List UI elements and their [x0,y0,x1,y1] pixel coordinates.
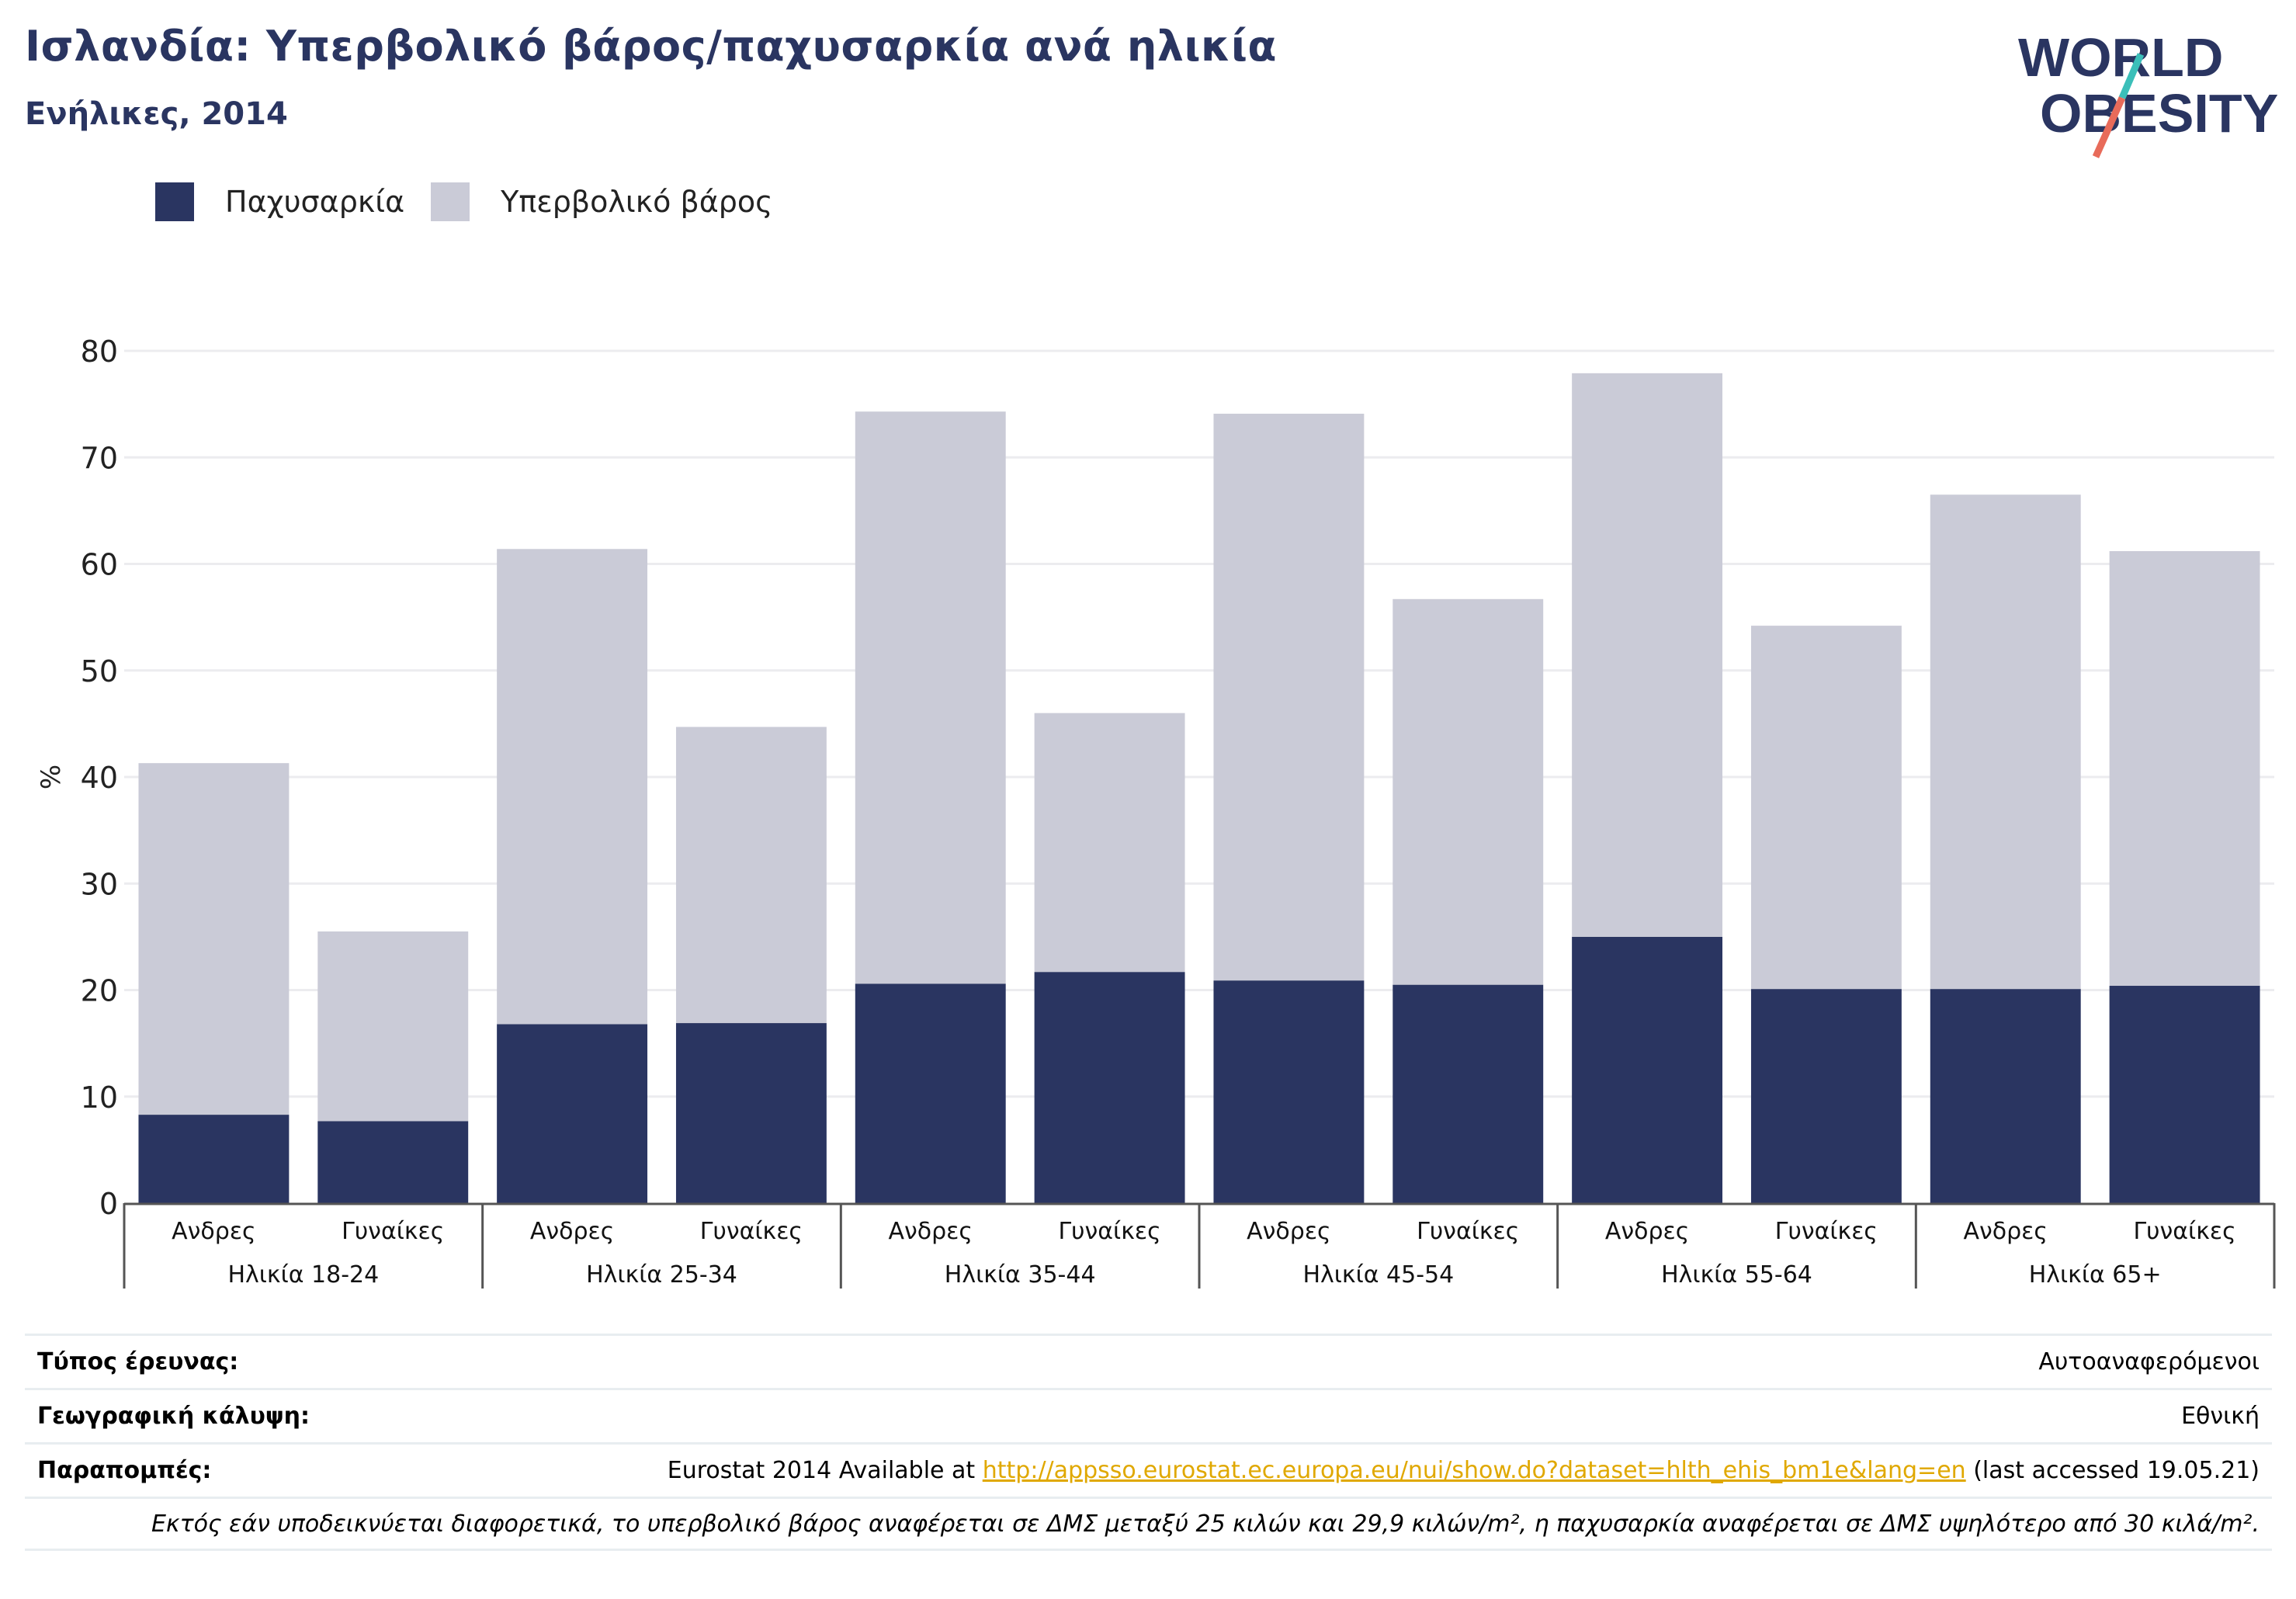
bar-obesity [317,1121,469,1203]
logo-line1: WORLD [2018,27,2223,88]
references-suffix: (last accessed 19.05.21) [1973,1457,2260,1484]
x-tick-label-sex: Ανδρες [888,1218,973,1245]
coverage-value: Εθνική [2181,1403,2260,1430]
stacked-bar-chart: 0 10 20 30 40 50 60 70 80% Ανδρες Γυναίκες Ανδρες Γυ… [36,335,2276,1289]
bar-obesity [2109,986,2260,1203]
bar-overweight [1034,713,1185,973]
bar-obesity [1750,989,1902,1203]
x-tick-label-sex: Ανδρες [1963,1218,2048,1245]
chart-legend: Παχυσαρκία Υπερβολικό βάρος [155,179,799,225]
footer-survey-type-row: Τύπος έρευνας: Αυτοαναφερόμενοι [25,1334,2272,1388]
footer-references-row: Παραπομπές: Eurostat 2014 Available at h… [25,1442,2272,1497]
legend-label-overweight: Υπερβολικό βάρος [501,185,773,219]
references-prefix: Eurostat 2014 Available at [667,1457,976,1484]
bar-obesity [1930,989,2081,1203]
world-obesity-logo: WORLD OBESITY [2018,27,2278,158]
x-tick-label-sex: Γυναίκες [342,1218,444,1245]
footer-note: Εκτός εάν υποδεικνύεται διαφορετικά, το … [151,1510,2260,1538]
references-link[interactable]: http://appsso.eurostat.ec.europa.eu/nui/… [982,1457,1966,1484]
x-tick-label-sex: Ανδρες [172,1218,256,1245]
bar-obesity [497,1024,648,1203]
footer-coverage-row: Γεωγραφική κάλυψη: Εθνική [25,1388,2272,1442]
chart-subtitle: Ενήλικες, 2014 [25,96,288,132]
y-tick-label: 30 [81,867,118,901]
bar-overweight [1572,373,1723,937]
x-group-label: Ηλικία 55-64 [1661,1261,1812,1289]
x-tick-label-sex: Γυναίκες [1058,1218,1160,1245]
x-tick-label-sex: Γυναίκες [1775,1218,1878,1245]
x-tick-label-sex: Γυναίκες [1417,1218,1519,1245]
x-tick-label-sex: Γυναίκες [2133,1218,2235,1245]
bar-obesity [1034,972,1185,1203]
y-tick-label: 80 [81,335,118,369]
y-tick-label: 50 [81,654,118,689]
bar-overweight [317,931,469,1122]
y-tick-label: 0 [99,1187,118,1221]
legend-item-obesity: Παχυσαρκία [155,182,404,221]
footer-note-row: Εκτός εάν υποδεικνύεται διαφορετικά, το … [25,1497,2272,1551]
y-tick-label: 60 [81,548,118,582]
chart-title: Ισλανδία: Υπερβολικό βάρος/παχυσαρκία αν… [25,22,1277,71]
x-group-label: Ηλικία 65+ [2029,1261,2162,1289]
x-tick-label-sex: Ανδρες [1247,1218,1331,1245]
y-axis-label: % [36,765,67,789]
bar-obesity [1213,980,1365,1203]
x-group-label: Ηλικία 45-54 [1302,1261,1454,1289]
bar-obesity [138,1115,290,1203]
logo-line2: OBESITY [2040,83,2278,144]
y-tick-label: 70 [81,441,118,475]
bar-overweight [1213,413,1365,981]
bar-obesity [1572,936,1723,1203]
survey-type-value: Αυτοαναφερόμενοι [2038,1348,2260,1375]
bar-overweight [1393,598,1544,985]
x-tick-label-sex: Ανδρες [1605,1218,1690,1245]
references-value: Eurostat 2014 Available at http://appsso… [668,1457,2260,1484]
x-tick-label-sex: Γυναίκες [700,1218,803,1245]
survey-type-label: Τύπος έρευνας: [37,1348,239,1375]
bar-overweight [2109,551,2260,987]
bar-overweight [855,411,1006,984]
bar-overweight [1930,494,2081,990]
x-tick-label-sex: Ανδρες [530,1218,615,1245]
legend-label-obesity: Παχυσαρκία [225,185,405,219]
x-group-label: Ηλικία 18-24 [227,1261,379,1289]
y-tick-label: 40 [81,761,118,795]
y-tick-label: 20 [81,974,118,1008]
x-group-label: Ηλικία 25-34 [586,1261,737,1289]
bar-overweight [497,549,648,1025]
legend-swatch-overweight [431,182,470,221]
bar-obesity [675,1023,827,1203]
references-label: Παραπομπές: [37,1457,212,1484]
chart-footer: Τύπος έρευνας: Αυτοαναφερόμενοι Γεωγραφι… [25,1334,2272,1551]
y-tick-label: 10 [81,1080,118,1115]
legend-item-overweight: Υπερβολικό βάρος [431,182,772,221]
bar-obesity [855,983,1006,1203]
legend-swatch-obesity [155,182,194,221]
coverage-label: Γεωγραφική κάλυψη: [37,1403,310,1430]
bar-overweight [1750,626,1902,990]
bar-overweight [138,763,290,1115]
bar-overweight [675,727,827,1024]
bar-obesity [1393,984,1544,1203]
x-group-label: Ηλικία 35-44 [945,1261,1096,1289]
